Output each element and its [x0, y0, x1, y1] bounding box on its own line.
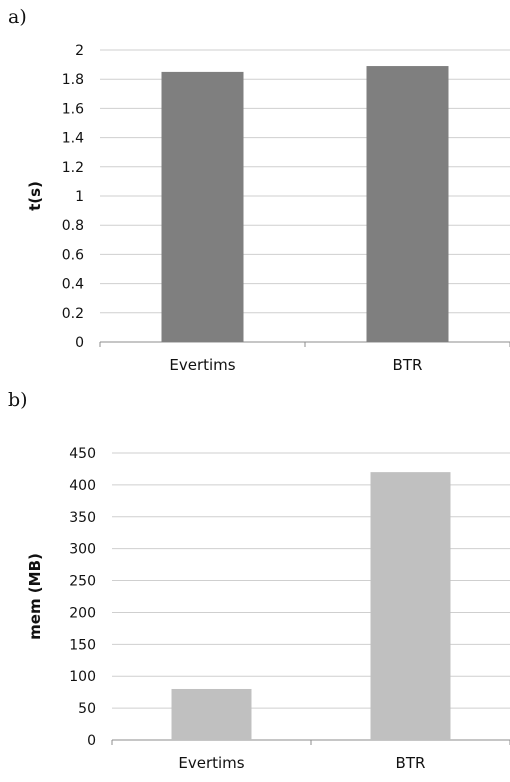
panel-label-b: b)	[8, 389, 28, 411]
chart-panel-b: b) 0 50 100 150 200 250 300 350 400 450 Evertims BT…	[0, 385, 510, 782]
category-label: BTR	[393, 356, 423, 374]
category-label: Evertims	[169, 356, 235, 374]
y-tick-label: 0.6	[62, 247, 84, 263]
chart-b: 0 50 100 150 200 250 300 350 400 450 Evertims BTR me…	[26, 446, 510, 772]
y-tick-label: 0	[87, 733, 96, 749]
y-tick-label: 1.8	[62, 72, 84, 88]
y-tick-label: 250	[69, 574, 96, 590]
bar-evertims	[161, 71, 244, 343]
y-tick-label: 1	[75, 189, 84, 205]
y-tick-label: 0	[75, 335, 84, 351]
panel-label-a: a)	[8, 6, 27, 28]
chart-a: 0 0.2 0.4 0.6 0.8 1 1.2 1.4 1.6 1.8 2 Evertims BTR t(…	[26, 43, 510, 374]
y-tick-label: 2	[75, 43, 84, 59]
y-tick-label: 350	[69, 510, 96, 526]
y-axis-title: t(s)	[26, 181, 44, 211]
y-tick-label: 1.4	[62, 131, 84, 147]
y-tick-label: 1.6	[62, 101, 84, 117]
y-tick-label: 400	[69, 478, 96, 494]
bar-evertims	[171, 688, 252, 740]
y-tick-label: 100	[69, 669, 96, 685]
y-tick-label: 0.4	[62, 277, 84, 293]
y-tick-label: 0.2	[62, 306, 84, 322]
y-tick-label: 0.8	[62, 218, 84, 234]
y-tick-label: 200	[69, 605, 96, 621]
chart-panel-a: a) 0 0.2 0.4 0.6 0.8 1 1.2 1.4 1.6 1.8 2 Evertims BT…	[0, 0, 510, 385]
category-label: Evertims	[178, 754, 244, 772]
y-tick-label: 300	[69, 542, 96, 558]
y-tick-label: 50	[78, 701, 96, 717]
y-tick-label: 150	[69, 637, 96, 653]
y-axis-title: mem (MB)	[26, 553, 44, 640]
y-tick-label: 450	[69, 446, 96, 462]
bar-btr	[366, 66, 449, 342]
category-label: BTR	[396, 754, 426, 772]
bar-btr	[370, 472, 451, 740]
y-tick-label: 1.2	[62, 160, 84, 176]
